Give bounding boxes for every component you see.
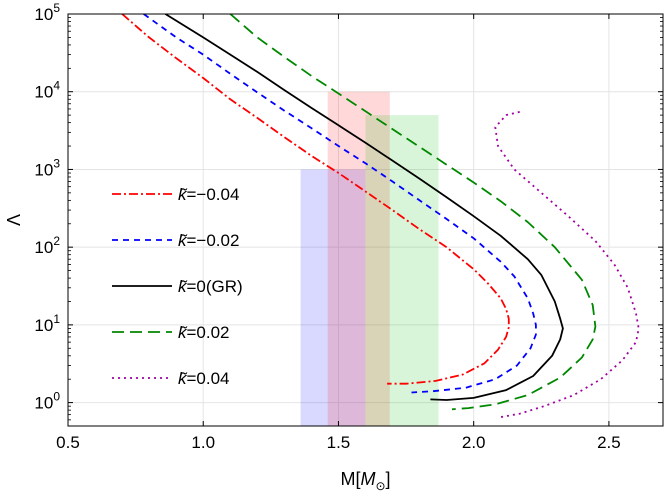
y-tick-label: 100	[34, 390, 60, 413]
y-tick-label: 105	[34, 1, 60, 24]
mass-band	[327, 91, 390, 426]
x-tick-label: 0.5	[56, 433, 80, 452]
y-tick-label: 102	[34, 234, 60, 257]
series-line	[229, 14, 597, 411]
legend-label: k̃=0.02	[178, 323, 230, 342]
legend-label: k̃=0(GR)	[178, 277, 243, 296]
x-tick-label: 1.0	[191, 433, 215, 452]
mass-band	[365, 115, 439, 426]
mass-band	[300, 169, 366, 426]
legend-label: k̃=−0.04	[178, 185, 239, 204]
x-axis-label: M[M⊙]	[340, 469, 390, 493]
plot-frame	[67, 13, 664, 427]
axis-ticks: 0.5 1.0 1.5 2.0 2.5 100 101 102 103 104 105	[34, 1, 663, 452]
y-tick-label: 104	[34, 79, 60, 102]
x-tick-label: 1.5	[327, 433, 351, 452]
legend: k̃=−0.04 k̃=−0.02 k̃=0(GR) k̃=0.02 k̃=0.04	[112, 185, 243, 388]
legend-label: k̃=0.04	[178, 369, 230, 388]
y-axis-label: Λ	[4, 214, 24, 226]
uncertainty-bands	[300, 91, 439, 426]
series-line	[494, 111, 640, 418]
x-tick-label: 2.5	[597, 433, 621, 452]
series-line	[143, 14, 537, 394]
series-lines	[121, 14, 640, 418]
series-line	[121, 14, 510, 385]
y-tick-label: 103	[34, 156, 60, 179]
legend-label: k̃=−0.02	[178, 231, 239, 250]
y-tick-label: 101	[34, 312, 60, 335]
series-line	[164, 14, 564, 401]
x-tick-label: 2.0	[462, 433, 486, 452]
